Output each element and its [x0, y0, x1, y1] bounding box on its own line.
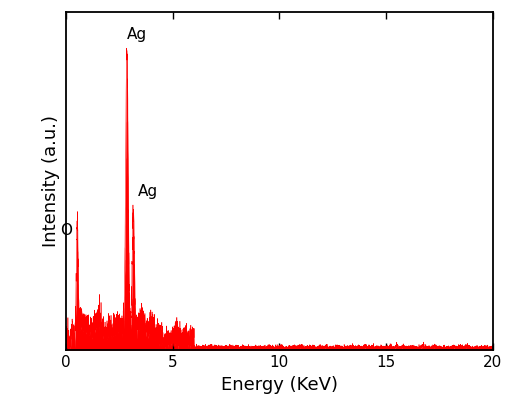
Text: Ag: Ag [127, 27, 147, 42]
X-axis label: Energy (KeV): Energy (KeV) [221, 376, 338, 394]
Text: Ag: Ag [138, 184, 157, 199]
Y-axis label: Intensity (a.u.): Intensity (a.u.) [43, 115, 60, 247]
Text: O: O [60, 224, 72, 238]
